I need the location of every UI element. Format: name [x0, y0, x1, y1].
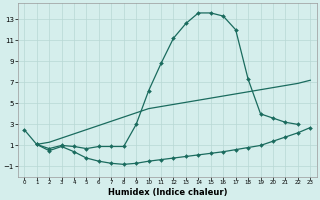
X-axis label: Humidex (Indice chaleur): Humidex (Indice chaleur): [108, 188, 227, 197]
